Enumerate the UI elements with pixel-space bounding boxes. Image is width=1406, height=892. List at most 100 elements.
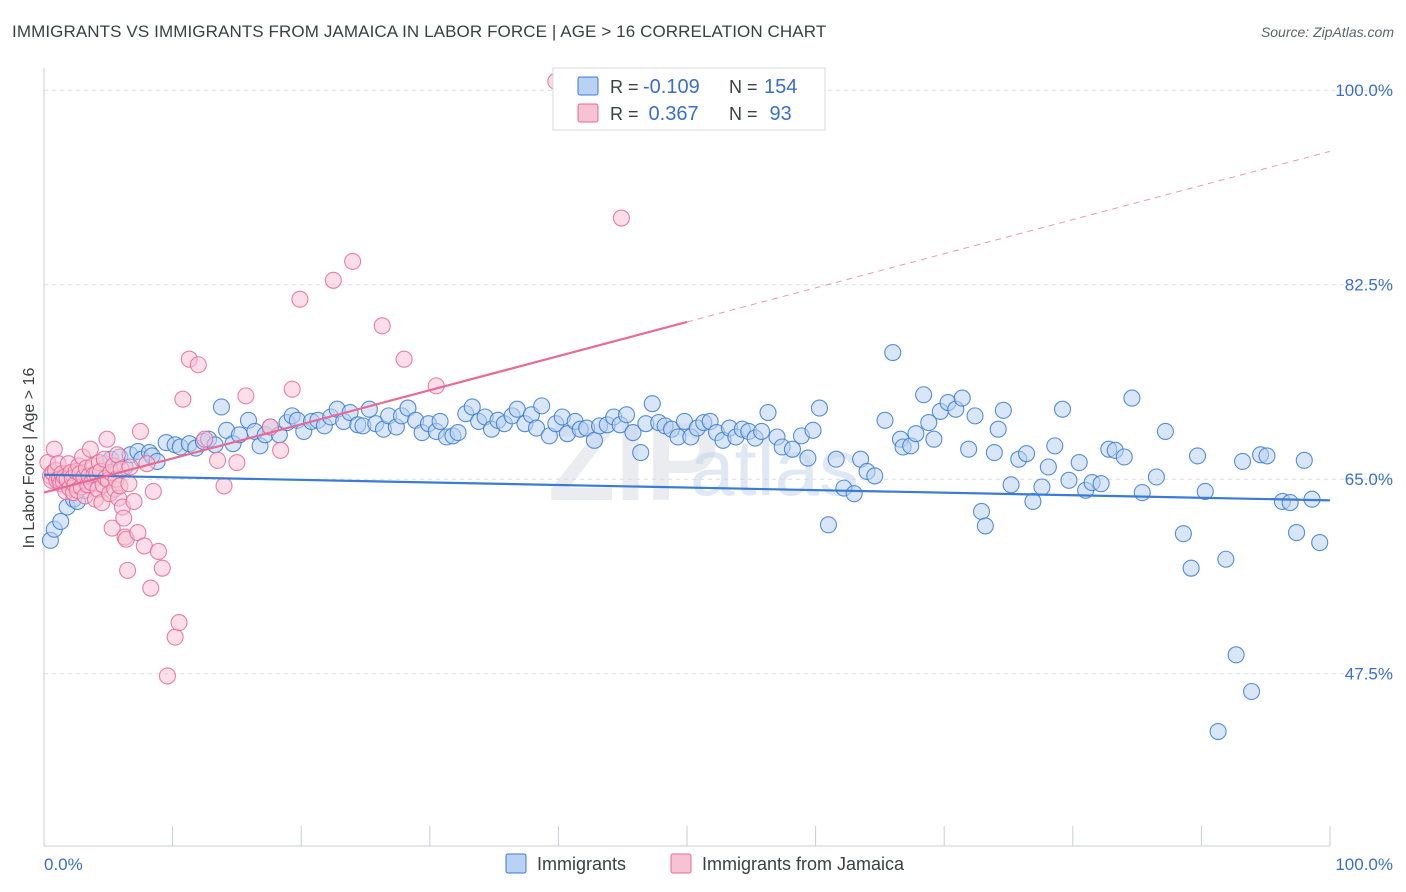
point-1-91 [395,350,413,368]
point-1-87 [291,290,309,308]
point-0-168 [1182,559,1200,577]
point-0-175 [1243,682,1261,701]
legend-label-jamaica: Immigrants from Jamaica [702,854,905,874]
point-0-147 [1002,476,1020,494]
stats-n-value-2: 93 [764,103,792,125]
point-1-70 [144,482,162,501]
point-0-61 [431,412,449,430]
point-1-62 [120,475,138,493]
point-0-181 [1295,451,1313,469]
point-0-132 [907,425,925,443]
point-0-156 [1070,454,1088,472]
point-1-89 [344,252,362,270]
point-0-112 [759,403,777,422]
point-0-141 [966,407,984,425]
point-0-120 [819,516,838,534]
point-0-151 [1033,478,1051,496]
point-0-146 [994,401,1012,419]
point-0-76 [527,419,546,437]
point-0-126 [866,467,884,485]
point-1-78 [189,356,207,374]
point-1-90 [373,317,391,335]
point-0-170 [1196,482,1214,501]
point-0-145 [989,420,1007,438]
point-0-150 [1024,492,1042,511]
point-1-81 [215,477,233,495]
point-0-56 [399,399,417,417]
point-0-154 [1053,400,1072,418]
y-axis-label: In Labor Force | Age > 16 [21,368,38,549]
point-1-71 [149,542,168,561]
point-0-92 [632,444,650,462]
point-0-127 [876,411,894,429]
point-0-169 [1188,447,1207,465]
legend: Immigrants Immigrants from Jamaica [505,853,905,874]
point-0-121 [827,450,845,468]
legend-label-immigrants: Immigrants [537,854,626,874]
legend-swatch-jamaica [670,853,692,874]
point-0-163 [1123,389,1141,407]
point-0-50 [360,400,378,418]
point-0-144 [985,444,1003,462]
y-tick-labels: 100.0% 82.5% 65.0% 47.5% [1335,81,1393,684]
point-0-173 [1227,646,1245,664]
point-0-152 [1039,458,1057,476]
point-1-64 [125,492,143,511]
point-1-75 [170,614,188,632]
point-1-83 [237,387,255,405]
point-0-66 [463,398,481,416]
point-1-88 [324,271,342,289]
point-0-164 [1133,484,1151,502]
trend-line-dashed-1 [686,150,1331,323]
series-jamaica [39,72,630,685]
legend-swatch-immigrants [505,853,527,874]
point-1-92 [427,377,445,395]
point-0-134 [920,413,938,432]
point-1-82 [228,454,246,472]
point-0-174 [1234,452,1252,470]
point-1-72 [153,559,171,577]
point-0-177 [1258,447,1276,465]
point-0-167 [1174,525,1192,543]
point-0-135 [925,430,943,448]
stats-swatch-pink [577,103,599,123]
point-1-86 [283,380,301,398]
stats-r-key-1: R = [610,77,639,97]
x-tick-label-1: 100.0% [1335,855,1393,874]
point-1-53 [108,446,126,464]
point-1-69 [142,579,160,597]
point-0-94 [643,395,661,413]
point-0-179 [1281,494,1299,512]
point-0-183 [1311,534,1329,552]
source-credit: Source: ZipAtlas.com [1260,24,1394,40]
x-ticks [172,826,1331,846]
y-tick-label-0: 100.0% [1335,81,1393,100]
y-tick-label-1: 82.5% [1345,276,1393,295]
point-1-58 [115,509,133,527]
y-tick-label-2: 65.0% [1345,470,1393,489]
point-1-85 [272,441,290,459]
point-1-45 [98,430,116,448]
point-0-128 [884,343,902,362]
stats-box: R = -0.109 N = 154 R = 0.367 N = 93 [552,67,826,131]
point-1-94 [612,209,630,227]
point-0-119 [810,399,829,417]
point-0-64 [449,423,467,442]
point-0-142 [972,502,991,521]
point-0-2 [52,512,70,531]
point-1-4 [45,440,63,458]
point-0-111 [753,422,771,440]
point-1-61 [119,561,137,579]
point-0-180 [1288,524,1306,542]
stats-r-value-1: -0.109 [643,76,700,98]
point-0-155 [1060,471,1078,489]
stats-n-value-1: 154 [764,76,797,98]
point-0-149 [1017,445,1036,463]
point-0-165 [1147,468,1165,486]
point-1-73 [158,667,177,685]
grid-lines [44,89,1395,675]
point-0-139 [953,389,971,407]
chart-title: IMMIGRANTS VS IMMIGRANTS FROM JAMAICA IN… [12,22,827,41]
point-0-115 [783,440,802,458]
